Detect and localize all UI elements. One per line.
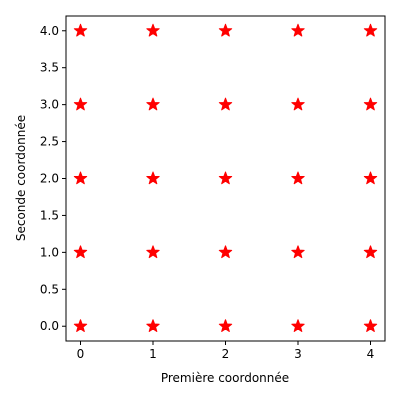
data-point-star [146, 23, 160, 37]
data-point-star [218, 23, 233, 37]
y-tick-label: 2.5 [40, 135, 59, 149]
data-point-star [291, 23, 305, 37]
y-axis-label: Seconde coordonnée [14, 115, 28, 241]
data-point-star [73, 23, 88, 37]
x-tick-label: 1 [149, 347, 157, 361]
data-point-star [146, 97, 160, 111]
y-axis-ticks: 0.0 0.5 1.0 1.5 2.0 2.5 3.0 3.5 4.0 [40, 24, 66, 333]
x-axis-ticks: 0 1 2 3 4 [77, 341, 375, 361]
y-tick-label: 2.0 [40, 172, 59, 186]
y-tick-label: 1.5 [40, 208, 59, 222]
x-axis-label: Première coordonnée [161, 371, 289, 385]
data-point-star [363, 171, 378, 185]
y-tick-label: 3.0 [40, 98, 59, 112]
data-point-star [218, 319, 233, 332]
y-tick-label: 3.5 [40, 61, 59, 75]
y-tick-label: 0.0 [40, 319, 59, 333]
data-point-star [363, 245, 378, 259]
data-point-star [218, 97, 233, 111]
data-point-star [73, 97, 88, 111]
data-point-star [291, 97, 305, 111]
data-point-star [291, 319, 305, 332]
data-point-star [363, 319, 378, 332]
x-tick-label: 2 [222, 347, 230, 361]
data-point-star [146, 171, 160, 185]
x-tick-label: 4 [367, 347, 375, 361]
data-point-star [291, 171, 305, 185]
data-point-star [73, 171, 88, 185]
x-tick-label: 0 [77, 347, 85, 361]
plot-area: 0 1 2 3 4 0.0 0.5 1.0 1.5 2.0 2.5 3.0 3.5 4.0 [40, 15, 386, 361]
y-tick-label: 4.0 [40, 24, 59, 38]
data-point-star [73, 245, 88, 259]
x-tick-label: 3 [294, 347, 302, 361]
y-tick-label: 1.0 [40, 245, 59, 259]
data-point-star [146, 245, 160, 259]
data-point-star [363, 23, 378, 37]
y-tick-label: 0.5 [40, 282, 59, 296]
data-point-star [291, 245, 305, 259]
data-point-star [218, 245, 233, 259]
data-markers [73, 23, 378, 332]
data-point-star [73, 319, 88, 332]
data-point-star [363, 97, 378, 111]
data-point-star [218, 171, 233, 185]
data-point-star [146, 319, 160, 332]
